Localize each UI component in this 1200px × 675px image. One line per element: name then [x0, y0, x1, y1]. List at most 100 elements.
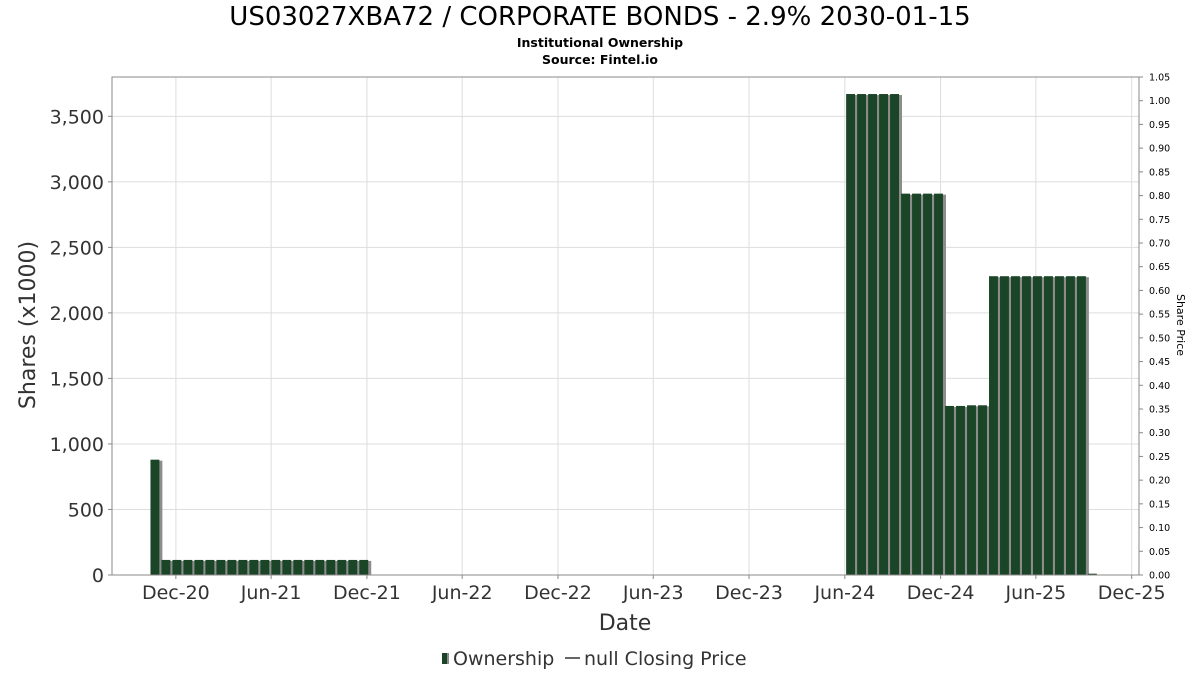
y2-tick-label: 0.55 — [1149, 310, 1170, 321]
y-axis-ticks: 0 500 1,000 1,500 2,000 2,500 3,000 3,500 — [50, 106, 112, 587]
ownership-bar — [1076, 276, 1086, 575]
ownership-bar — [890, 94, 900, 576]
legend: Ownership null Closing Price — [442, 648, 747, 670]
legend-ownership-label: Ownership — [453, 648, 554, 670]
y-tick-label: 1,000 — [50, 434, 104, 456]
ownership-bar — [337, 559, 347, 575]
y2-tick-label: 0.35 — [1149, 405, 1170, 416]
ownership-bar — [857, 94, 867, 576]
ownership-bar — [1000, 276, 1009, 575]
y2-tick-label: 0.10 — [1149, 523, 1170, 534]
x-tick-label: Dec-22 — [524, 582, 592, 604]
x-tick-label: Dec-23 — [715, 582, 783, 604]
chart-subtitle: Institutional Ownership — [516, 35, 684, 50]
plot-area-frame — [111, 76, 1140, 576]
ownership-bar — [912, 193, 921, 575]
ownership-bar — [282, 559, 292, 575]
ownership-bar — [1054, 276, 1064, 575]
y-tick-label: 2,500 — [50, 237, 104, 259]
ownership-bar — [216, 559, 226, 575]
ownership-bar — [945, 405, 954, 575]
y2-tick-label: 0.50 — [1149, 333, 1170, 344]
y2-tick-label: 0.65 — [1149, 262, 1170, 273]
ownership-bar — [989, 276, 998, 575]
ownership-bar — [1011, 276, 1020, 575]
ownership-bar — [304, 559, 314, 575]
y2-tick-label: 0.60 — [1149, 286, 1170, 297]
y2-tick-label: 0.25 — [1149, 452, 1170, 463]
ownership-bar — [1065, 276, 1075, 575]
x-tick-label: Dec-24 — [907, 582, 975, 604]
y2-tick-label: 0.00 — [1149, 571, 1170, 582]
ownership-bar — [150, 459, 160, 575]
y2-tick-label: 0.30 — [1149, 428, 1170, 439]
ownership-bar — [183, 559, 193, 575]
ownership-bar — [901, 193, 910, 575]
x-tick-label: Jun-22 — [431, 582, 493, 604]
legend-ownership-swatch-shadow — [447, 653, 449, 664]
x-tick-label: Jun-21 — [240, 582, 302, 604]
x-tick-label: Jun-24 — [813, 582, 875, 604]
ownership-bar — [194, 559, 204, 575]
chart-title: US03027XBA72 / CORPORATE BONDS - 2.9% 20… — [229, 2, 971, 32]
y2-tick-label: 0.90 — [1149, 144, 1170, 155]
ownership-bar — [846, 94, 856, 576]
y-tick-label: 500 — [68, 499, 104, 521]
y2-tick-label: 0.15 — [1149, 499, 1170, 510]
x-tick-label: Jun-23 — [622, 582, 684, 604]
ownership-bar — [359, 559, 369, 575]
y2-tick-label: 0.75 — [1149, 215, 1170, 226]
ownership-bar — [879, 94, 889, 576]
ownership-bar — [348, 559, 358, 575]
y2-tick-label: 0.80 — [1149, 191, 1170, 202]
ownership-bar — [956, 405, 965, 575]
ownership-bar — [238, 559, 248, 575]
ownership-bar — [868, 94, 878, 576]
ownership-bar — [172, 559, 182, 575]
y-tick-label: 0 — [92, 565, 104, 587]
y2-tick-label: 0.40 — [1149, 381, 1170, 392]
y-tick-label: 1,500 — [50, 368, 104, 390]
ownership-bar — [1022, 276, 1031, 575]
x-tick-label: Jun-25 — [1005, 582, 1067, 604]
legend-ownership-swatch — [442, 653, 447, 664]
y2-tick-label: 1.00 — [1149, 96, 1170, 107]
y-tick-label: 3,500 — [50, 106, 104, 128]
ownership-bar — [205, 559, 215, 575]
x-tick-label: Dec-21 — [333, 582, 401, 604]
ownership-bar — [934, 193, 943, 575]
ownership-bar — [978, 405, 987, 575]
ownership-bar — [923, 193, 932, 575]
ownership-bar — [227, 559, 237, 575]
ownership-bar — [315, 559, 325, 575]
y2-tick-label: 0.20 — [1149, 476, 1170, 487]
x-tick-label: Dec-20 — [142, 582, 210, 604]
ownership-bar — [271, 559, 281, 575]
ownership-bar — [1043, 276, 1053, 575]
x-axis-label: Date — [599, 611, 652, 636]
y-axis-label: Shares (x1000) — [16, 241, 41, 409]
legend-price-label: null Closing Price — [584, 648, 747, 670]
ownership-bar — [249, 559, 259, 575]
ownership-bar — [326, 559, 336, 575]
y2-tick-label: 1.05 — [1149, 73, 1170, 84]
y2-tick-label: 0.45 — [1149, 357, 1170, 368]
y2-tick-label: 0.95 — [1149, 120, 1170, 131]
ownership-bar — [293, 559, 303, 575]
x-axis-ticks: Dec-20 Jun-21 Dec-21 Jun-22 Dec-22 Jun-23 Dec-… — [142, 575, 1166, 604]
y2-tick-label: 0.70 — [1149, 239, 1170, 250]
y-tick-label: 3,000 — [50, 172, 104, 194]
ownership-bar — [161, 559, 171, 575]
y-tick-label: 2,000 — [50, 303, 104, 325]
ownership-bar — [1033, 276, 1042, 575]
x-tick-label: Dec-25 — [1098, 582, 1166, 604]
secondary-y-axis-ticks: 0.00 0.05 0.10 0.15 0.20 0.25 0.30 0.35 0.40 0.45… — [1139, 73, 1170, 582]
ownership-bar — [260, 559, 270, 575]
secondary-y-axis-label: Share Price — [1174, 294, 1187, 356]
bars — [150, 94, 1100, 576]
ownership-bar — [967, 405, 976, 575]
y2-tick-label: 0.05 — [1149, 547, 1170, 558]
ownership-bar — [1087, 573, 1097, 575]
chart-source: Source: Fintel.io — [542, 52, 658, 67]
